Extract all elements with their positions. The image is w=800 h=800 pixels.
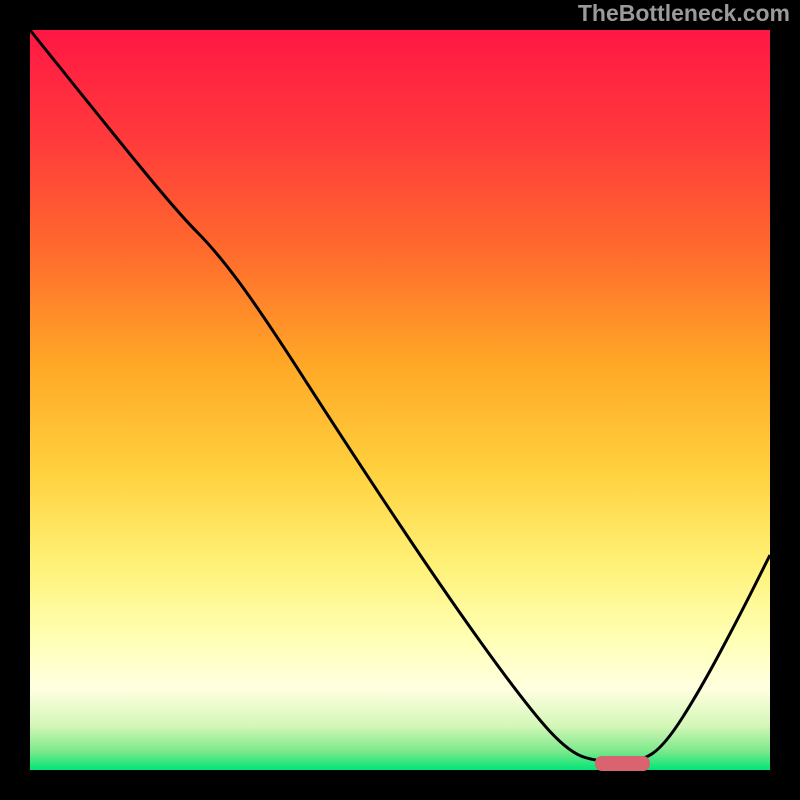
bottleneck-chart	[0, 0, 800, 800]
watermark-text: TheBottleneck.com	[578, 0, 790, 27]
optimal-marker	[595, 756, 650, 771]
chart-container: TheBottleneck.com	[0, 0, 800, 800]
chart-background	[30, 30, 770, 770]
